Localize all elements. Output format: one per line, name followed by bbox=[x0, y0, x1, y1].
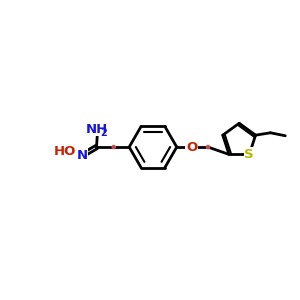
Text: O: O bbox=[186, 140, 197, 154]
Text: NH: NH bbox=[86, 123, 108, 136]
Text: S: S bbox=[244, 148, 254, 161]
Text: N: N bbox=[77, 149, 88, 162]
Circle shape bbox=[112, 146, 116, 149]
Text: 2: 2 bbox=[100, 128, 107, 138]
Text: HO: HO bbox=[54, 145, 76, 158]
Circle shape bbox=[206, 146, 210, 149]
Circle shape bbox=[81, 154, 84, 157]
